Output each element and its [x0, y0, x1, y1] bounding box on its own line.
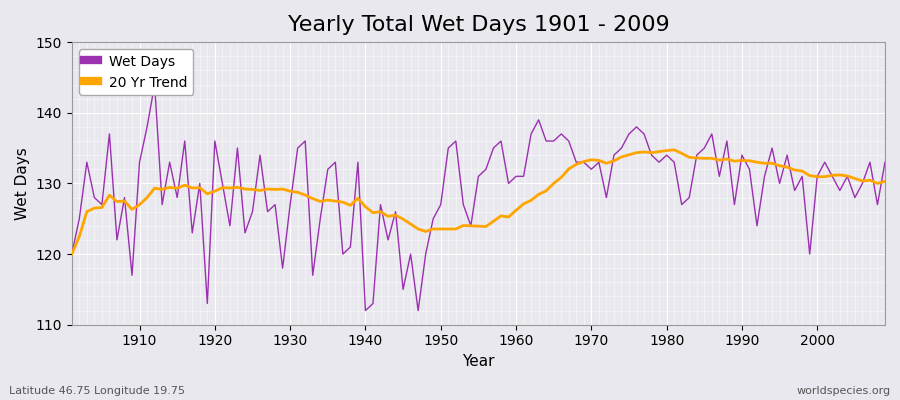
Wet Days: [127, 273, 138, 278]
Legend: Wet Days, 20 Yr Trend: Wet Days, 20 Yr Trend: [78, 49, 194, 95]
Wet Days: [149, 82, 160, 87]
X-axis label: Year: Year: [462, 354, 495, 369]
Wet Days: [526, 132, 536, 136]
Wet Days: [300, 139, 310, 144]
Wet Days: [616, 146, 627, 150]
Title: Yearly Total Wet Days 1901 - 2009: Yearly Total Wet Days 1901 - 2009: [287, 15, 670, 35]
20 Yr Trend: [338, 200, 348, 204]
Wet Days: [345, 245, 356, 250]
Text: Latitude 46.75 Longitude 19.75: Latitude 46.75 Longitude 19.75: [9, 386, 185, 396]
20 Yr Trend: [127, 207, 138, 212]
20 Yr Trend: [669, 148, 680, 152]
Text: worldspecies.org: worldspecies.org: [796, 386, 891, 396]
Y-axis label: Wet Days: Wet Days: [15, 147, 30, 220]
Wet Days: [518, 174, 529, 179]
20 Yr Trend: [67, 252, 77, 256]
20 Yr Trend: [510, 208, 521, 213]
20 Yr Trend: [601, 161, 612, 166]
Wet Days: [360, 308, 371, 313]
20 Yr Trend: [879, 179, 890, 184]
Line: Wet Days: Wet Days: [72, 84, 885, 310]
Line: 20 Yr Trend: 20 Yr Trend: [72, 150, 885, 254]
Wet Days: [879, 160, 890, 165]
20 Yr Trend: [292, 190, 303, 195]
Wet Days: [67, 252, 77, 256]
20 Yr Trend: [503, 214, 514, 219]
